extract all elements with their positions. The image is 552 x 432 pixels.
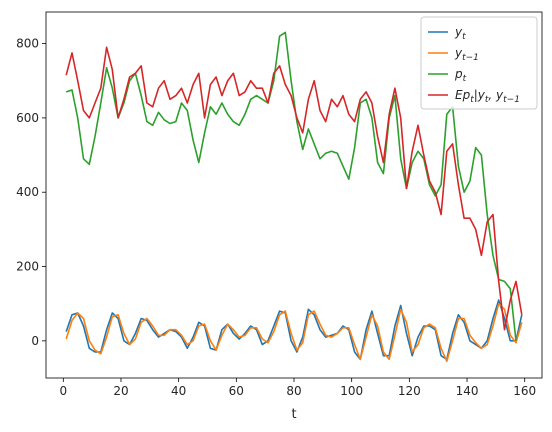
plot-frame (45, 11, 543, 379)
x-axis-ticks: 0 20 40 60 80 100 120 140 160 (59, 378, 536, 398)
legend-text-part: p (454, 67, 463, 81)
series-line (65, 302, 523, 363)
y-tick-label: 200 (16, 260, 39, 274)
y-tick-label: 600 (16, 111, 39, 125)
legend-subscript: t (470, 95, 474, 105)
x-tick-label: 40 (171, 384, 186, 398)
legend-label: yt (454, 25, 466, 42)
legend-text-part: y (454, 46, 463, 60)
y-tick-label: 800 (16, 37, 39, 51)
legend-box (420, 16, 538, 110)
y-axis-ticks: 0 200 400 600 800 (16, 37, 46, 348)
legend-text-part: |y (474, 88, 486, 102)
series-lines (65, 31, 523, 363)
x-tick-label: 0 (59, 384, 67, 398)
legend-subscript: t−1 (462, 53, 479, 63)
legend-label: Ept|yt, yt−1 (455, 88, 520, 105)
x-tick-label: 160 (513, 384, 536, 398)
legend-subscript: t (462, 32, 466, 42)
legend-subscript: t (485, 95, 489, 105)
x-tick-label: 120 (398, 384, 421, 398)
legend-text-part: y (454, 25, 463, 39)
legend-label: yt−1 (454, 46, 479, 63)
x-axis-label: t (291, 407, 296, 422)
series-line (65, 46, 523, 331)
legend-text-part: , y (488, 88, 504, 102)
x-tick-label: 100 (340, 384, 363, 398)
series-line (65, 31, 517, 341)
legend-subscript: t−1 (503, 95, 520, 105)
y-tick-label: 400 (16, 185, 39, 199)
x-tick-label: 20 (113, 384, 128, 398)
x-tick-label: 140 (456, 384, 479, 398)
legend-subscript: t (463, 74, 467, 84)
legend-text-part: Ep (455, 88, 471, 102)
legend-label: pt (454, 67, 467, 84)
y-tick-label: 0 (31, 334, 39, 348)
x-tick-label: 60 (229, 384, 244, 398)
x-tick-label: 80 (286, 384, 301, 398)
